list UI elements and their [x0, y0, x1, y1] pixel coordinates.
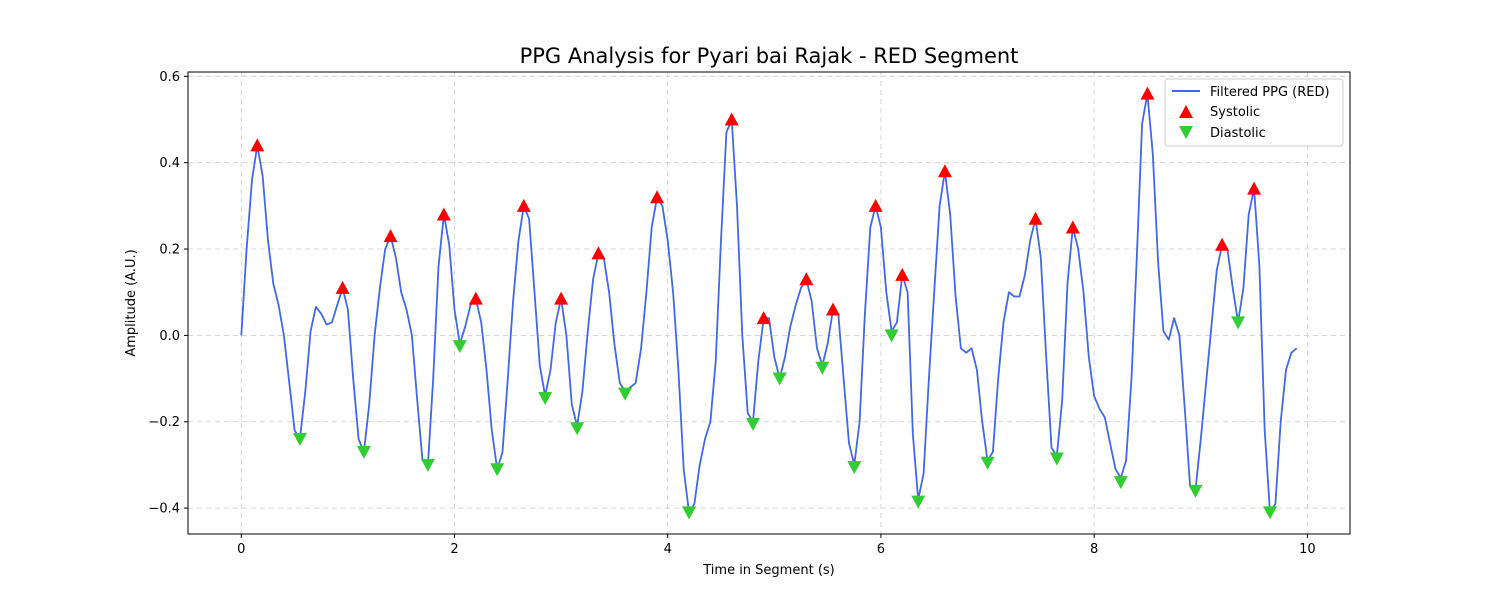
diastolic-marker	[1049, 452, 1064, 466]
systolic-marker	[756, 311, 771, 325]
diastolic-marker	[682, 506, 697, 520]
systolic-marker	[937, 164, 952, 178]
diastolic-marker	[772, 372, 787, 386]
diastolic-marker	[1188, 484, 1203, 498]
diastolic-marker	[911, 495, 926, 509]
y-tick-label: 0.6	[159, 70, 180, 85]
x-tick-label: 8	[1090, 542, 1098, 557]
diastolic-marker	[452, 340, 467, 354]
systolic-marker	[650, 190, 665, 204]
x-tick-label: 0	[237, 542, 245, 557]
systolic-marker	[895, 267, 910, 281]
legend-label-systolic: Systolic	[1210, 105, 1260, 120]
x-tick-label: 10	[1299, 542, 1316, 557]
systolic-marker	[383, 229, 398, 243]
diastolic-marker	[538, 391, 553, 405]
systolic-marker	[516, 198, 531, 212]
legend-label-diastolic: Diastolic	[1210, 126, 1266, 141]
y-tick-label: −0.4	[148, 502, 180, 517]
grid	[188, 72, 1350, 534]
diastolic-marker	[618, 387, 633, 401]
x-tick-label: 6	[877, 542, 885, 557]
legend: Filtered PPG (RED) Systolic Diastolic	[1164, 78, 1344, 147]
diastolic-marker	[815, 361, 830, 375]
diastolic-marker	[570, 422, 585, 436]
systolic-marker	[1215, 237, 1230, 251]
systolic-marker	[868, 198, 883, 212]
diastolic-marker	[1231, 316, 1246, 330]
diastolic-marker	[847, 461, 862, 475]
series-lines	[240, 92, 1298, 514]
systolic-marker	[468, 291, 483, 305]
diastolic-marker	[356, 445, 371, 459]
y-tick-label: −0.2	[148, 415, 180, 430]
x-axis-label: Time in Segment (s)	[702, 563, 834, 578]
x-tick-label: 2	[450, 542, 458, 557]
diastolic-marker	[1263, 506, 1278, 520]
systolic-marker	[1247, 181, 1262, 195]
y-axis-label: Amplitude (A.U.)	[124, 249, 139, 356]
systolic-marker	[591, 246, 606, 260]
systolic-marker	[554, 291, 569, 305]
legend-label-ppg: Filtered PPG (RED)	[1210, 85, 1330, 100]
legend-systolic-marker	[1179, 105, 1193, 118]
systolic-marker	[825, 302, 840, 316]
systolic-marker	[1065, 220, 1080, 234]
systolic-marker	[250, 138, 265, 152]
axis-ticks: 0 2 4 6 8 10 −0.4 −0.2 0.0 0.2 0.4 0.6	[148, 70, 1315, 557]
legend-box	[1164, 78, 1344, 147]
diastolic-marker	[292, 433, 307, 447]
systolic-marker	[1028, 211, 1043, 225]
y-tick-label: 0.0	[159, 329, 180, 344]
systolic-marker	[799, 272, 814, 286]
diastolic-marker	[490, 463, 505, 477]
y-tick-label: 0.2	[159, 243, 180, 258]
plot-frame	[187, 71, 1351, 535]
diastolic-marker	[420, 458, 435, 472]
systolic-marker	[724, 112, 739, 126]
systolic-marker	[335, 280, 350, 294]
diastolic-marker	[1113, 476, 1128, 490]
x-tick-label: 4	[664, 542, 672, 557]
systolic-marker	[1140, 86, 1155, 100]
legend-diastolic-marker	[1179, 126, 1193, 139]
diastolic-marker	[884, 329, 899, 343]
series-line-filtered-ppg	[240, 92, 1298, 514]
diastolic-marker	[980, 456, 995, 470]
y-tick-label: 0.4	[159, 156, 180, 171]
chart-title: PPG Analysis for Pyari bai Rajak - RED S…	[520, 44, 1019, 68]
systolic-marker	[436, 207, 451, 221]
diastolic-marker	[746, 417, 761, 431]
series-markers	[250, 86, 1278, 520]
